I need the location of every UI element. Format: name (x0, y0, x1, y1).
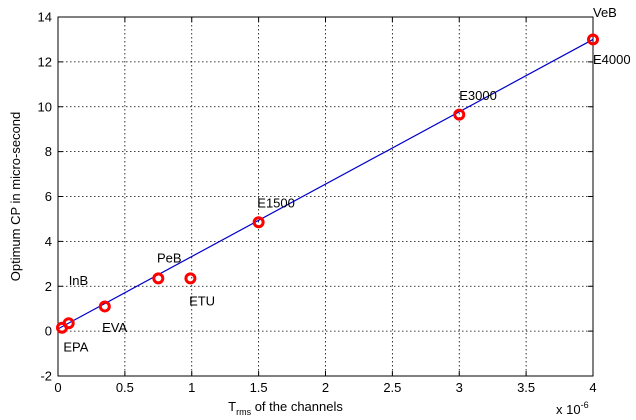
y-tick-label: 2 (45, 279, 52, 294)
point-label: InB (69, 273, 89, 288)
point-label: E4000 (593, 52, 631, 67)
points (56, 33, 599, 334)
point-labels: EPA InB EVA PeB ETU E1500 E3000 VeB E4000 (63, 5, 630, 354)
data-point (587, 33, 599, 46)
x-tick-label: 0.5 (116, 380, 134, 395)
point-label: ETU (189, 293, 215, 308)
y-tick-label: 8 (45, 144, 52, 159)
data-point (252, 216, 265, 229)
data-point (98, 300, 111, 313)
y-tick-label: 0 (45, 324, 52, 339)
point-label: E3000 (459, 88, 497, 103)
x-axis-label-sub: rms (236, 407, 251, 417)
x-tick-label: 1 (188, 380, 195, 395)
x-tick-label: 3.5 (517, 380, 535, 395)
y-tick-label: 4 (45, 234, 52, 249)
y-tick-label: -2 (40, 369, 52, 384)
x-tick-label: 2 (322, 380, 329, 395)
grid (58, 17, 593, 376)
point-label: VeB (593, 5, 617, 20)
data-point (453, 108, 466, 121)
point-label: E1500 (257, 196, 295, 211)
x-tick-label: 2.5 (383, 380, 401, 395)
point-label: EVA (102, 320, 127, 335)
x-tick-label: 1.5 (250, 380, 268, 395)
x-axis-label: Trms of the channels (228, 399, 343, 417)
x-tick-label: 0 (54, 380, 61, 395)
point-label: PeB (157, 251, 182, 266)
data-point (62, 317, 75, 330)
y-tick-label: 12 (38, 54, 52, 69)
fit-line-group (57, 38, 594, 330)
y-tick-label: 10 (38, 99, 52, 114)
point-label: EPA (63, 339, 88, 354)
data-point (184, 272, 197, 285)
y-tick-label: 14 (38, 10, 52, 25)
y-tick-label: 6 (45, 189, 52, 204)
data-point (152, 272, 165, 285)
x-axis-exponent-base: x 10 (556, 402, 581, 417)
x-tick-label: 4 (589, 380, 596, 395)
x-axis-label-main: T (228, 399, 236, 414)
y-axis-label: Optimum CP in micro-second (8, 112, 23, 282)
x-axis-exponent-power: -6 (581, 400, 589, 410)
x-axis-label-rest: of the channels (251, 399, 343, 414)
fit-line (57, 38, 594, 330)
x-axis-exponent: x 10-6 (556, 400, 589, 417)
x-tick-label: 3 (456, 380, 463, 395)
